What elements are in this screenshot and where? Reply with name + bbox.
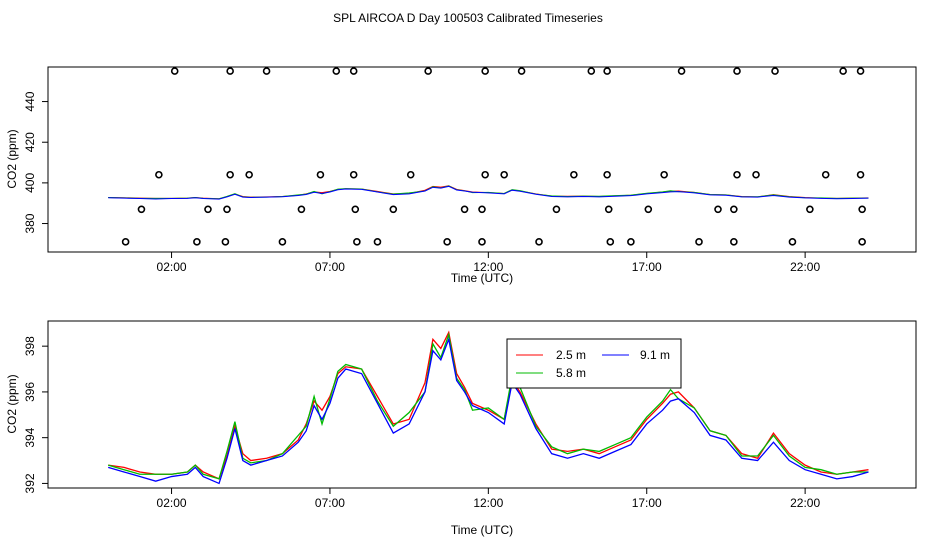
calibration-point (839, 67, 847, 75)
calibration-point (389, 205, 398, 214)
series-line-9.1m (108, 336, 869, 485)
calibration-point (373, 238, 382, 246)
calibration-point (806, 205, 814, 214)
calibration-point (353, 238, 361, 246)
calibration-point (478, 205, 486, 214)
calibration-point (481, 170, 489, 179)
top-plot-frame (47, 66, 917, 253)
calibration-point (155, 170, 163, 179)
calibration-point (245, 170, 253, 179)
top-x-tick-label: 02:00 (157, 260, 187, 274)
calibration-point (332, 67, 341, 75)
calibration-point (771, 67, 779, 75)
calibration-point (604, 205, 613, 214)
top-y-tick-label: 380 (23, 213, 37, 233)
calibration-point (424, 67, 432, 75)
calibration-point (570, 170, 578, 179)
calibration-point (137, 205, 146, 214)
calibration-point (500, 170, 508, 179)
calibration-point (821, 170, 830, 179)
legend-label-5.8m: 5.8 m (556, 366, 586, 380)
legend: 2.5 m 5.8 m 9.1 m (506, 338, 682, 389)
calibration-point (517, 67, 526, 75)
top-panel: CO2 (ppm) Time (UTC) 02:00 07:00 12:00 17:0… (5, 66, 917, 285)
bottom-y-tick-label: 392 (23, 473, 37, 493)
bottom-y-axis-label: CO2 (ppm) (5, 374, 19, 433)
calibration-point (316, 170, 325, 179)
calibration-point (278, 238, 287, 246)
calibration-point (121, 238, 130, 246)
top-y-axis-label: CO2 (ppm) (5, 129, 19, 188)
calibration-point (193, 238, 201, 246)
calibration-point (677, 67, 686, 75)
legend-label-2.5m: 2.5 m (556, 348, 586, 362)
calibration-point (714, 205, 722, 214)
bottom-x-tick-label: 22:00 (790, 496, 820, 510)
calibration-point (627, 238, 635, 246)
top-x-tick-label: 17:00 (632, 260, 662, 274)
calibration-point (349, 170, 358, 179)
calibration-point (644, 205, 653, 214)
calibration-point (858, 238, 866, 246)
calibration-point (695, 238, 703, 246)
calibration-point (856, 67, 865, 75)
calibration-point (587, 67, 596, 75)
calibration-point (226, 170, 234, 179)
calibration-point (603, 170, 611, 179)
top-x-tick-label: 22:00 (790, 260, 820, 274)
bottom-x-axis-label: Time (UTC) (451, 523, 513, 537)
calibration-point (223, 205, 231, 214)
calibration-point (730, 238, 738, 246)
top-y-tick-label: 420 (23, 132, 37, 152)
calibration-point (856, 170, 865, 179)
calibration-point (481, 67, 489, 75)
calibration-point (606, 238, 615, 246)
bottom-plot-frame (47, 320, 917, 489)
calibration-point (733, 170, 741, 179)
calibration-point (858, 205, 866, 214)
calibration-point (221, 238, 230, 246)
calibration-point (788, 238, 797, 246)
calibration-point (535, 238, 543, 246)
top-x-tick-label: 12:00 (473, 260, 503, 274)
calibration-point (406, 170, 415, 179)
top-y-tick-label: 400 (23, 173, 37, 193)
bottom-x-tick-label: 02:00 (157, 496, 187, 510)
bottom-x-tick-label: 12:00 (473, 496, 503, 510)
bottom-x-tick-label: 07:00 (315, 496, 345, 510)
calibration-point (733, 67, 741, 75)
calibration-point (297, 205, 306, 214)
bottom-y-tick-label: 398 (23, 336, 37, 356)
calibration-point (351, 205, 360, 214)
top-x-tick-label: 07:00 (315, 260, 345, 274)
calibration-point (460, 205, 469, 214)
top-x-axis-label: Time (UTC) (451, 271, 513, 285)
calibration-point (730, 205, 738, 214)
top-y-tick-label: 440 (23, 91, 37, 111)
bottom-y-tick-label: 394 (23, 427, 37, 447)
page-title: SPL AIRCOA D Day 100503 Calibrated Times… (333, 11, 603, 25)
calibration-point (170, 67, 179, 75)
calibration-point (552, 205, 561, 214)
calibration-point (478, 238, 486, 246)
calibration-point (443, 238, 451, 246)
bottom-x-tick-label: 17:00 (632, 496, 662, 510)
legend-label-9.1m: 9.1 m (640, 348, 670, 362)
calibration-point (660, 170, 668, 179)
calibration-point (204, 205, 212, 214)
calibration-point (226, 67, 234, 75)
legend-box (506, 338, 682, 389)
calibration-point (752, 170, 760, 179)
bottom-panel: CO2 (ppm) Time (UTC) 02:00 07:00 12:00 17:0… (5, 320, 917, 537)
series-line-2.5m (108, 330, 869, 480)
bottom-y-tick-label: 396 (23, 382, 37, 402)
calibration-point (603, 67, 611, 75)
calibration-point (349, 67, 358, 75)
top-series-line-9.1m (108, 185, 869, 200)
calibration-point (262, 67, 271, 75)
